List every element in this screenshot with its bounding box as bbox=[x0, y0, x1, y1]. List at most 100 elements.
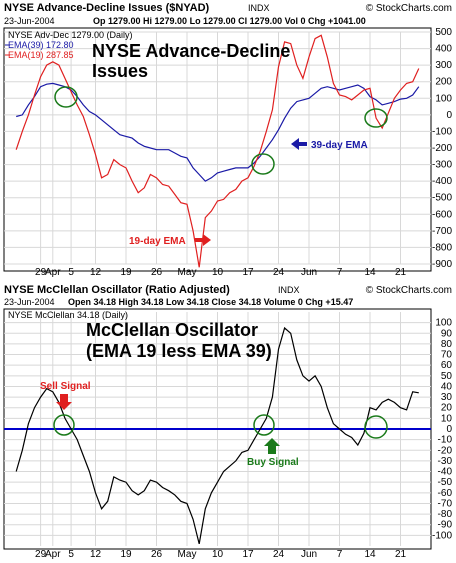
bottom-y-tick-label: 70 bbox=[441, 350, 453, 361]
bottom-y-tick-label: -60 bbox=[438, 488, 453, 499]
bottom-y-axis: 1009080706050403020100-10-20-30-40-50-60… bbox=[432, 318, 452, 542]
bottom-x-tick-label: May bbox=[178, 549, 197, 560]
top-x-tick-label: Jun bbox=[301, 267, 317, 278]
top-watermark: © StockCharts.com bbox=[366, 3, 452, 14]
bottom-y-tick-label: 50 bbox=[441, 371, 453, 382]
top-y-tick-label: 200 bbox=[435, 77, 452, 88]
bottom-y-tick-label: -20 bbox=[438, 445, 453, 456]
top-y-tick-label: 100 bbox=[435, 93, 452, 104]
bottom-series-nyse-mcclellan bbox=[15, 326, 419, 545]
bottom-x-tick-label: 26 bbox=[151, 549, 163, 560]
top-x-tick-label: 12 bbox=[90, 267, 102, 278]
bottom-y-tick-label: 90 bbox=[441, 328, 453, 339]
bottom-y-tick-label: -50 bbox=[438, 477, 453, 488]
top-y-tick-label: -900 bbox=[432, 259, 452, 270]
bottom-y-tick-label: -100 bbox=[432, 530, 452, 541]
bottom-y-tick-label: 20 bbox=[441, 403, 453, 414]
top-y-tick-label: -500 bbox=[432, 193, 452, 204]
bottom-x-tick-label: 7 bbox=[337, 549, 343, 560]
bottom-x-tick-label: 10 bbox=[212, 549, 224, 560]
top-y-tick-label: 0 bbox=[446, 110, 452, 121]
bottom-y-tick-label: -40 bbox=[438, 467, 453, 478]
bottom-y-tick-label: 0 bbox=[446, 424, 452, 435]
legend-ema39: EMA(39) 172.80 bbox=[8, 40, 74, 50]
bottom-x-tick-label: 5 bbox=[68, 549, 74, 560]
top-series-ema-39- bbox=[16, 82, 420, 182]
bottom-y-tick-label: -80 bbox=[438, 509, 453, 520]
top-date: 23-Jun-2004 bbox=[4, 16, 55, 26]
top-y-tick-label: -400 bbox=[432, 176, 452, 187]
top-y-tick-label: -100 bbox=[432, 126, 452, 137]
bottom-circle-buy bbox=[253, 414, 275, 436]
top-y-tick-label: -700 bbox=[432, 226, 452, 237]
bottom-y-tick-label: 30 bbox=[441, 392, 453, 403]
bottom-y-tick-label: -90 bbox=[438, 520, 453, 531]
top-circle-sell bbox=[54, 86, 78, 108]
bottom-y-tick-label: -70 bbox=[438, 498, 453, 509]
bottom-big-label-line1: McClellan Oscillator bbox=[86, 320, 258, 340]
top-y-tick-label: 400 bbox=[435, 44, 452, 55]
bottom-y-tick-label: 60 bbox=[441, 360, 453, 371]
arrow-sell-icon bbox=[56, 394, 72, 410]
top-big-label-line1: NYSE Advance-Decline bbox=[92, 41, 290, 61]
bottom-x-tick-label: Jun bbox=[301, 549, 317, 560]
top-title-suffix: INDX bbox=[248, 3, 270, 13]
top-title: NYSE Advance-Decline Issues ($NYAD) bbox=[4, 2, 210, 14]
bottom-x-tick-label: 14 bbox=[364, 549, 376, 560]
top-x-tick-label: 21 bbox=[395, 267, 407, 278]
bottom-x-tick-label: 12 bbox=[90, 549, 102, 560]
top-x-tick-label: Apr bbox=[45, 267, 61, 278]
top-x-tick-label: May bbox=[178, 267, 197, 278]
bottom-ohlc: Open 34.18 High 34.18 Low 34.18 Close 34… bbox=[68, 297, 353, 307]
top-circle-buy bbox=[251, 153, 275, 175]
bottom-x-tick-label: 19 bbox=[120, 549, 132, 560]
bottom-inner-label: NYSE McClellan 34.18 (Daily) bbox=[8, 310, 128, 320]
top-x-tick-label: 5 bbox=[68, 267, 74, 278]
top-series-ema-19- bbox=[15, 34, 420, 268]
ann-sell-label: Sell Signal bbox=[40, 381, 91, 392]
arrow-39day-icon bbox=[291, 138, 307, 150]
top-series-group bbox=[15, 34, 420, 268]
bottom-series-group bbox=[15, 326, 419, 545]
top-y-axis: 500 400 300 200 100 0 -100 -200 -300 -400 -500 -600… bbox=[432, 27, 452, 270]
top-ohlc: Op 1279.00 Hi 1279.00 Lo 1279.00 Cl 1279… bbox=[93, 16, 366, 26]
top-y-tick-label: 300 bbox=[435, 60, 452, 71]
ann-19day-label: 19-day EMA bbox=[129, 236, 186, 247]
arrow-19day-icon bbox=[195, 234, 211, 246]
top-big-label-line2: Issues bbox=[92, 61, 148, 81]
bottom-watermark: © StockCharts.com bbox=[366, 285, 452, 296]
top-inner-label: NYSE Adv-Dec 1279.00 (Daily) bbox=[8, 30, 133, 40]
top-y-tick-label: 500 bbox=[435, 27, 452, 38]
bottom-x-tick-label: 17 bbox=[242, 549, 254, 560]
top-x-tick-label: 24 bbox=[273, 267, 285, 278]
bottom-title-suffix: INDX bbox=[278, 285, 300, 295]
top-y-tick-label: -200 bbox=[432, 143, 452, 154]
arrow-buy-icon bbox=[264, 438, 280, 454]
top-x-tick-label: 19 bbox=[120, 267, 132, 278]
ann-39day-label: 39-day EMA bbox=[311, 140, 368, 151]
top-x-tick-label: 7 bbox=[337, 267, 343, 278]
bottom-x-tick-label: 29 bbox=[35, 549, 47, 560]
top-x-tick-label: 29 bbox=[35, 267, 47, 278]
top-x-tick-label: 17 bbox=[242, 267, 254, 278]
bottom-x-tick-label: 21 bbox=[395, 549, 407, 560]
top-y-tick-label: -800 bbox=[432, 242, 452, 253]
bottom-y-tick-label: 10 bbox=[441, 413, 453, 424]
top-y-tick-label: -600 bbox=[432, 209, 452, 220]
top-gridlines bbox=[4, 31, 431, 265]
bottom-x-tick-label: Apr bbox=[45, 549, 61, 560]
bottom-x-tick-label: 24 bbox=[273, 549, 285, 560]
top-circle-jun bbox=[364, 108, 388, 128]
top-x-tick-label: 26 bbox=[151, 267, 163, 278]
bottom-date: 23-Jun-2004 bbox=[4, 297, 55, 307]
bottom-circle-jun bbox=[364, 415, 388, 439]
bottom-big-label-line2: (EMA 19 less EMA 39) bbox=[86, 341, 272, 361]
bottom-y-tick-label: -30 bbox=[438, 456, 453, 467]
bottom-y-tick-label: 100 bbox=[435, 318, 452, 329]
bottom-y-tick-label: -10 bbox=[438, 435, 453, 446]
top-x-tick-label: 10 bbox=[212, 267, 224, 278]
bottom-circle-sell bbox=[53, 414, 75, 436]
